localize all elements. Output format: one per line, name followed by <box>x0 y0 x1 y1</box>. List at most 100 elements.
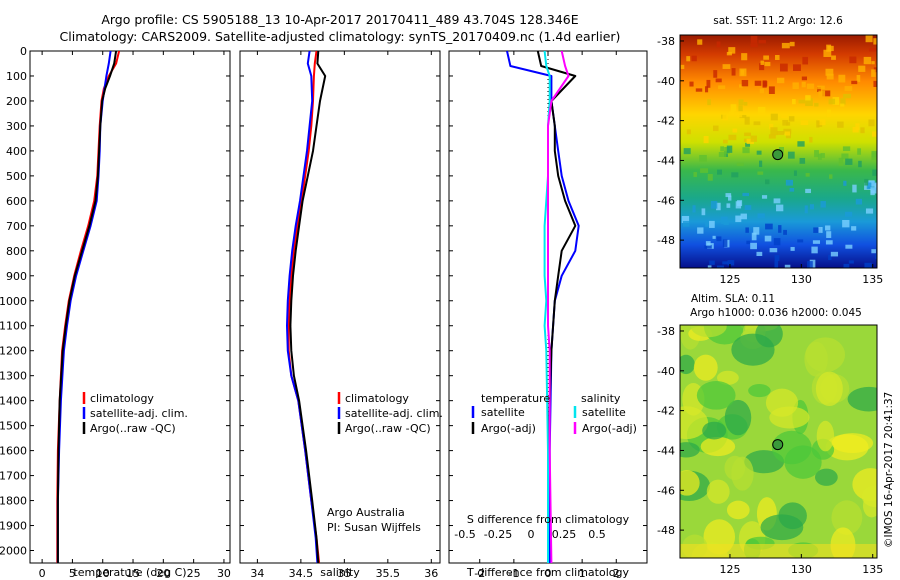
sst-pixel <box>751 232 757 241</box>
sst-pixel <box>788 116 795 122</box>
sst-pixel <box>738 99 744 106</box>
sla-blob <box>680 354 695 375</box>
y-tick-label: -42 <box>657 405 675 418</box>
temperature-panel: 0100200300400500600700800900100011001200… <box>0 45 231 580</box>
sla-blob <box>771 430 812 465</box>
sst-pixel <box>697 227 704 234</box>
sst-pixel <box>697 39 703 45</box>
sla-blob <box>815 468 838 486</box>
sst-pixel <box>691 55 697 62</box>
sst-pixel <box>872 169 877 176</box>
sst-pixel <box>817 87 821 93</box>
sst-pixel <box>693 172 697 177</box>
sla-blob <box>724 399 752 436</box>
y-tick-label: -40 <box>657 365 675 378</box>
x-tick-label: -1 <box>508 567 519 580</box>
sst-pixel <box>743 101 748 106</box>
sst-pixel <box>860 127 865 134</box>
sst-pixel <box>856 75 861 82</box>
sst-pixel <box>753 121 761 126</box>
y-tick-label: 500 <box>6 170 27 183</box>
sst-pixel <box>825 68 834 76</box>
sst-pixel <box>817 119 826 126</box>
sst-pixel <box>757 171 764 175</box>
sst-pixel <box>699 155 707 162</box>
sst-pixel <box>744 205 752 211</box>
sla-blob <box>717 370 739 385</box>
sst-pixel <box>781 42 790 49</box>
sst-pixel <box>741 53 748 61</box>
sst-pixel <box>695 88 703 92</box>
y-tick-label: 1200 <box>0 345 27 358</box>
sst-pixel <box>712 235 716 239</box>
series-line-argo-raw-qc <box>56 51 118 563</box>
sst-pixel <box>875 254 877 259</box>
x-tick-label: 20 <box>156 567 170 580</box>
sst-pixel <box>778 146 784 154</box>
sst-pixel <box>736 114 743 118</box>
sst-pixel <box>770 127 778 136</box>
salinity-xlabel: salinity <box>320 566 360 579</box>
sst-pixel <box>709 220 715 228</box>
legend-label-t-satellite: satellite <box>481 406 525 419</box>
difference-xlabel: T difference from climatology <box>466 566 629 579</box>
y-tick-label: -42 <box>657 115 675 128</box>
y-tick-label: 900 <box>6 270 27 283</box>
sst-pixel <box>790 246 795 251</box>
sla-blob <box>693 354 718 381</box>
sst-pixel <box>728 134 737 141</box>
sst-pixel <box>763 55 769 60</box>
sst-pixel <box>682 220 690 227</box>
sst-pixel <box>823 49 832 58</box>
sst-pixel <box>776 204 784 212</box>
sst-pixel <box>769 248 778 253</box>
sst-pixel <box>872 131 877 137</box>
sst-pixel <box>789 187 795 192</box>
sst-pixel <box>703 136 709 144</box>
sst-pixel <box>716 202 721 211</box>
sst-pixel <box>867 182 872 189</box>
x-tick-label: 10 <box>96 567 110 580</box>
sst-pixel <box>762 81 768 87</box>
y-tick-label: 1000 <box>0 295 27 308</box>
top-tick-label: -0.5 <box>454 528 475 541</box>
sla-map-frame <box>679 324 878 559</box>
y-tick-label: 0 <box>20 45 27 58</box>
sst-pixel <box>825 240 833 245</box>
sst-pixel <box>851 80 858 85</box>
legend-label-s-satellite: satellite <box>582 406 626 419</box>
sst-pixel <box>757 106 766 115</box>
y-tick-label: -44 <box>657 154 675 167</box>
series-line-argo-adj <box>536 51 577 563</box>
sst-pixel <box>720 216 728 224</box>
y-tick-label: 1900 <box>0 520 27 533</box>
sst-pixel <box>838 157 844 166</box>
sst-pixel <box>817 85 825 90</box>
x-tick-label: 34 <box>250 567 264 580</box>
sst-pixel <box>722 64 731 69</box>
sst-pixel <box>781 114 788 119</box>
sst-pixel <box>809 136 813 143</box>
series-line-climatology <box>56 51 121 563</box>
sst-pixel <box>754 80 762 86</box>
sst-pixel <box>705 219 709 227</box>
sst-pixel <box>744 132 751 137</box>
sst-pixel <box>686 129 691 135</box>
salinity-series <box>286 51 327 563</box>
sst-pixel <box>768 134 776 139</box>
temperature-xlabel: temperature (deg C) <box>73 566 186 579</box>
sst-pixel <box>726 145 733 153</box>
sst-pixel <box>813 227 821 233</box>
sst-pixel <box>793 64 801 71</box>
sst-pixel <box>737 200 743 207</box>
legend-heading-temperature: temperature <box>481 392 550 405</box>
sst-pixel <box>750 135 757 142</box>
sst-pixel <box>868 119 875 127</box>
series-line-satellite <box>543 51 551 563</box>
sst-texture <box>680 35 877 268</box>
sst-pixel <box>736 162 744 166</box>
sst-pixel <box>805 98 813 107</box>
sla-blob <box>731 333 775 366</box>
sst-pixel <box>852 184 857 193</box>
salinity-yticks <box>240 50 440 552</box>
